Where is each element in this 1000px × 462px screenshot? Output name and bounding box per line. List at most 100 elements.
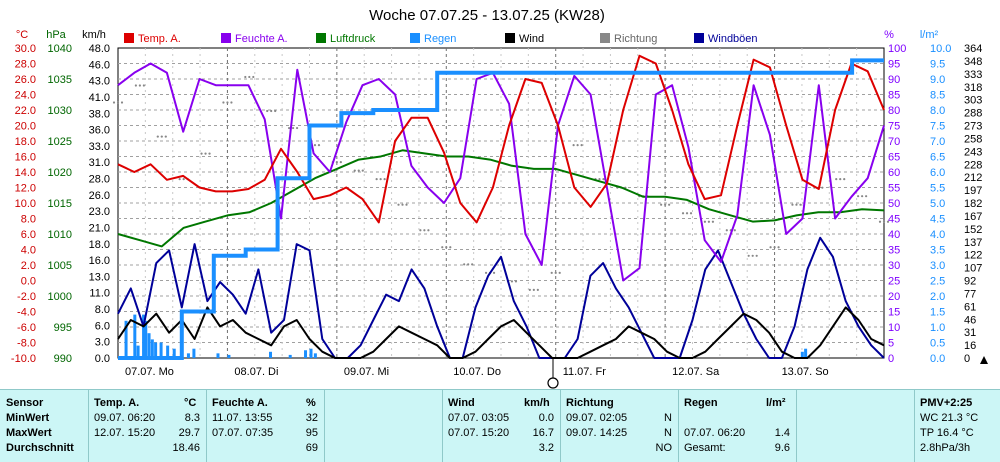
rain-tick-label: 0.0 [930,353,945,365]
rain-tick-label: 1.5 [930,307,945,319]
legend-swatch [410,33,420,43]
humidity-tick-label: 75 [888,121,900,133]
direction-point [886,220,890,223]
direction-point [164,135,167,138]
direction-point [843,178,846,181]
pressure-tick-label: 1025 [48,136,72,148]
humidity-tick-label: 55 [888,183,900,195]
wind-tick-label: 16.0 [89,255,110,267]
direction-point [339,161,342,164]
direction-point [857,195,860,198]
direction-point [795,203,798,206]
direction-point [244,75,247,79]
direction-point [200,152,203,155]
legend-label: Luftdruck [330,33,376,45]
direction-tick-label: 46 [964,314,976,326]
direction-point [270,109,273,113]
temp-axis-unit: °C [16,29,28,41]
rain-bar [216,353,220,358]
humidity-tick-label: 50 [888,198,900,210]
temp-tick-label: 22.0 [15,105,36,117]
temp-tick-label: -8.0 [17,338,36,350]
wind-max: 16.7 [532,427,554,439]
direction-point [536,288,539,291]
divider [560,390,561,462]
humidity-tick-label: 10 [888,322,900,334]
rain-tick-label: 8.0 [930,105,945,117]
humidity-tick-label: 15 [888,307,900,319]
humidity-tick-label: 25 [888,276,900,288]
rain-tick-label: 4.0 [930,229,945,241]
direction-tick-label: 77 [964,288,976,300]
direction-tick-label: 273 [964,121,982,133]
direction-tick-label: 348 [964,56,982,68]
humidity-line [117,62,885,282]
legend-swatch [505,33,515,43]
direction-tick-label: 243 [964,146,982,158]
direction-tick-label: 16 [964,340,976,352]
temp-tick-label: 14.0 [15,167,36,179]
direction-point [120,101,124,104]
pressure-tick-label: 1000 [48,291,72,303]
wind-avg: 3.2 [538,442,554,454]
rain-tick-label: 4.5 [930,214,945,226]
direction-point [791,203,794,206]
direction-point [335,161,338,164]
direction-point [882,220,886,223]
direction-tick-label: 258 [964,133,982,145]
weather-chart: Woche 07.07.25 - 13.07.25 (KW28) °C hPa km/… [11,7,988,389]
direction-point [274,109,277,113]
pmv-value: PMV+2:25 [920,397,973,409]
direction-point [510,280,514,283]
rain-bar [150,339,154,358]
direction-point [598,178,601,181]
legend-swatch [124,33,134,43]
pressure-tick-label: 1040 [48,43,72,55]
direction-point [467,263,470,266]
direction-point [178,178,181,181]
direction-point [230,101,233,104]
x-tick-label: 10.07. Do [453,366,501,378]
rain-bar [154,342,158,358]
rain-bar [313,353,317,358]
temperature-line [117,54,885,224]
humidity-tick-label: 60 [888,167,900,179]
direction-point [471,263,474,266]
wind-tick-label: 23.0 [89,206,110,218]
direction-point [445,246,448,249]
direction-point [580,143,583,147]
legend-label: Feuchte A. [235,33,288,45]
rain-bar [800,351,804,358]
direction-point [266,109,269,113]
wind-tick-label: 8.0 [95,304,110,316]
rain-bar [166,345,170,358]
direction-tick-label: 333 [964,69,982,81]
pressure-trend: 2.8hPa/3h [920,442,971,454]
rain-bar [133,314,137,358]
rain-tick-label: 7.5 [930,121,945,133]
temp-min-time: 09.07. 06:20 [94,412,156,424]
legend-label: Regen [424,33,456,45]
direction-tick-label: 182 [964,198,982,210]
direction-point [142,84,145,87]
wind-tick-label: 48.0 [89,43,110,55]
wind-tick-label: 13.0 [89,271,110,283]
wind-tick-label: 36.0 [89,125,110,137]
temp-tick-label: 18.0 [15,136,36,148]
direction-point [383,178,386,181]
feuchte-max: 95 [305,427,318,439]
direction-point [252,75,255,79]
direction-point [405,203,408,206]
direction-point [361,169,364,172]
richtung-max: N [664,427,672,439]
direction-point [463,263,466,266]
direction-point [664,203,667,206]
direction-point [660,203,663,206]
direction-point [357,169,360,172]
direction-point [156,135,159,138]
direction-point [317,143,321,147]
pressure-tick-label: 1030 [48,105,72,117]
rain-bar [192,348,196,358]
pressure-tick-label: 995 [54,322,72,334]
direction-point [449,246,452,249]
